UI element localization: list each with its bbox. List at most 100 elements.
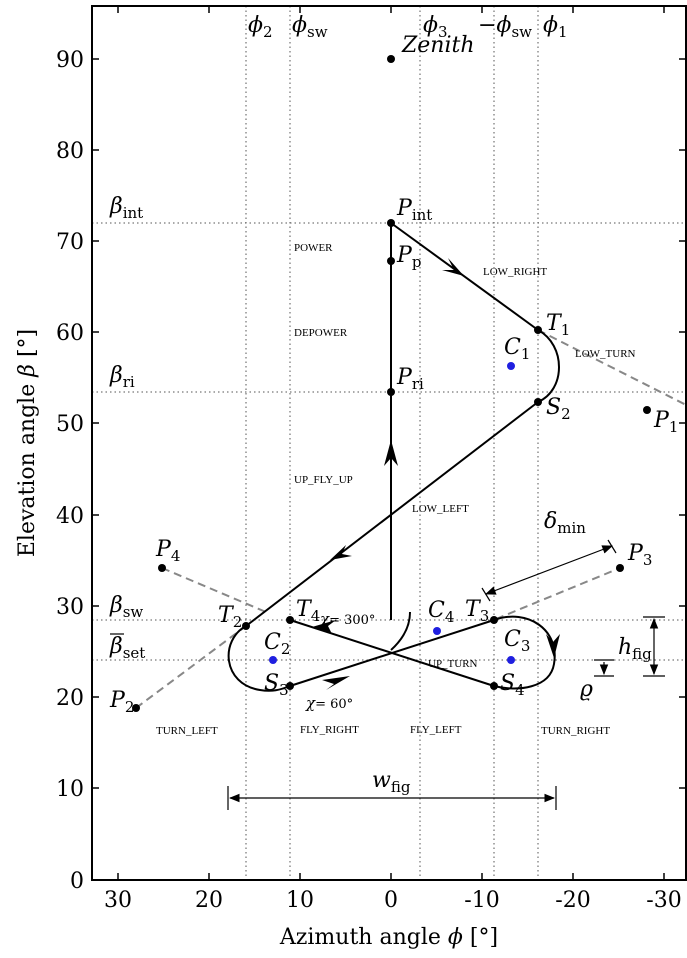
y-tick-50: 50 (56, 412, 84, 437)
tangent-line-p2 (135, 625, 247, 709)
region-low-left: LOW_LEFT (412, 503, 469, 515)
y-tick-90: 90 (56, 48, 84, 73)
region-low-turn: LOW_TURN (575, 348, 636, 360)
label-zenith: Zenith (401, 33, 475, 58)
label-p-int: Pint (396, 196, 432, 224)
label-t2: T2 (218, 603, 242, 631)
label-p-p: Pp (396, 243, 421, 271)
center-c2 (269, 656, 277, 664)
zenith-point (387, 55, 395, 63)
x-tick-10: 10 (286, 888, 314, 913)
label-phi1: ϕ1 (543, 13, 568, 41)
center-points (269, 362, 515, 664)
x-tick-neg10: -10 (464, 888, 499, 913)
label-h-fig: hfig (618, 635, 652, 663)
tangent-line-p1 (537, 329, 687, 407)
region-power: POWER (294, 242, 333, 254)
label-chi-60: χ= 60° (305, 694, 353, 712)
point-t4 (286, 616, 294, 624)
top-phi-labels: ϕ2 ϕsw ϕ3 −ϕsw ϕ1 (248, 13, 568, 41)
x-tick-30: 30 (104, 888, 132, 913)
x-axis-title: Azimuth angle ϕ [°] (279, 925, 498, 950)
direction-arrows (312, 258, 560, 690)
label-c3: C3 (504, 627, 530, 655)
path-turn-right (493, 615, 556, 690)
label-s2: S2 (546, 395, 571, 423)
label-t3: T3 (465, 597, 489, 625)
w-fig-annotation: wfig (227, 768, 557, 810)
path-points (132, 55, 651, 712)
path-up-turn (390, 611, 411, 651)
center-c1 (507, 362, 515, 370)
label-c2: C2 (264, 630, 290, 658)
center-c4 (433, 627, 441, 635)
y-tick-20: 20 (56, 686, 84, 711)
path-turn-left (227, 625, 291, 692)
arrow-up-reel-in (384, 440, 398, 466)
region-fly-right: FLY_RIGHT (300, 724, 359, 736)
plot-frame (91, 5, 687, 881)
arrow-low-right (442, 258, 464, 276)
point-s2 (534, 398, 542, 406)
label-delta-min: δmin (544, 509, 586, 537)
point-t2 (242, 622, 250, 630)
label-s4: S4 (500, 671, 525, 699)
label-beta-int: βint (109, 194, 143, 222)
point-p2 (132, 704, 140, 712)
label-t1: T1 (546, 311, 570, 339)
arrow-low-left (330, 545, 352, 560)
label-phisw: ϕsw (292, 13, 328, 41)
point-p1 (643, 406, 651, 414)
point-labels: Pint Pp Pri T1 S2 P1 C1 P4 P3 T2 T4 T3 C… (109, 196, 678, 716)
label-beta-set: βset (109, 634, 145, 662)
point-s3 (286, 682, 294, 690)
label-p3: P3 (627, 541, 652, 569)
point-p-p (387, 257, 395, 265)
label-rho: ϱ (580, 677, 593, 702)
label-t4: T4 (296, 597, 320, 625)
label-p4: P4 (155, 537, 180, 565)
h-fig-annotation: hfig (618, 616, 665, 677)
y-tick-10: 10 (56, 777, 84, 802)
label-p1: P1 (653, 408, 678, 436)
y-tick-40: 40 (56, 504, 84, 529)
arrow-turn-right (546, 634, 560, 658)
region-fly-left: FLY_LEFT (410, 724, 462, 736)
y-tick-labels: 0 10 20 30 40 50 60 70 80 90 (56, 48, 84, 894)
label-p-ri: Pri (396, 365, 424, 393)
horizontal-grid-lines (92, 222, 686, 661)
point-p3 (616, 564, 624, 572)
y-tick-70: 70 (56, 230, 84, 255)
y-tick-80: 80 (56, 139, 84, 164)
tangent-line-p3 (495, 567, 621, 620)
rho-annotation: ϱ (580, 659, 614, 702)
point-s4 (490, 682, 498, 690)
flight-path (227, 222, 560, 692)
y-axis-title: Elevation angle β [°] (15, 329, 40, 557)
label-p2: P2 (109, 688, 134, 716)
path-low-right (390, 222, 539, 331)
point-p-int (387, 219, 395, 227)
tangent-line-p4 (161, 567, 267, 613)
label-phi3: ϕ3 (423, 13, 448, 41)
arrow-fly-left (312, 620, 336, 634)
x-tick-neg20: -20 (555, 888, 590, 913)
x-tick-0: 0 (384, 888, 398, 913)
label-beta-sw: βsw (109, 593, 143, 621)
center-c3 (507, 656, 515, 664)
region-up-fly-up: UP_FLY_UP (294, 474, 353, 486)
label-phi2: ϕ2 (248, 13, 273, 41)
beta-labels: βint βri βsw βset (109, 194, 145, 662)
label-beta-ri: βri (109, 363, 135, 391)
region-low-right: LOW_RIGHT (483, 266, 547, 278)
region-turn-left: TURN_LEFT (156, 725, 218, 737)
x-tick-neg30: -30 (646, 888, 681, 913)
vertical-grid-lines (245, 6, 539, 880)
point-t1 (534, 326, 542, 334)
path-low-left (245, 401, 539, 627)
point-t3 (490, 616, 498, 624)
label-c4: C4 (428, 598, 454, 626)
label-chi-300: χ= 300° (319, 610, 375, 628)
x-tick-20: 20 (195, 888, 223, 913)
